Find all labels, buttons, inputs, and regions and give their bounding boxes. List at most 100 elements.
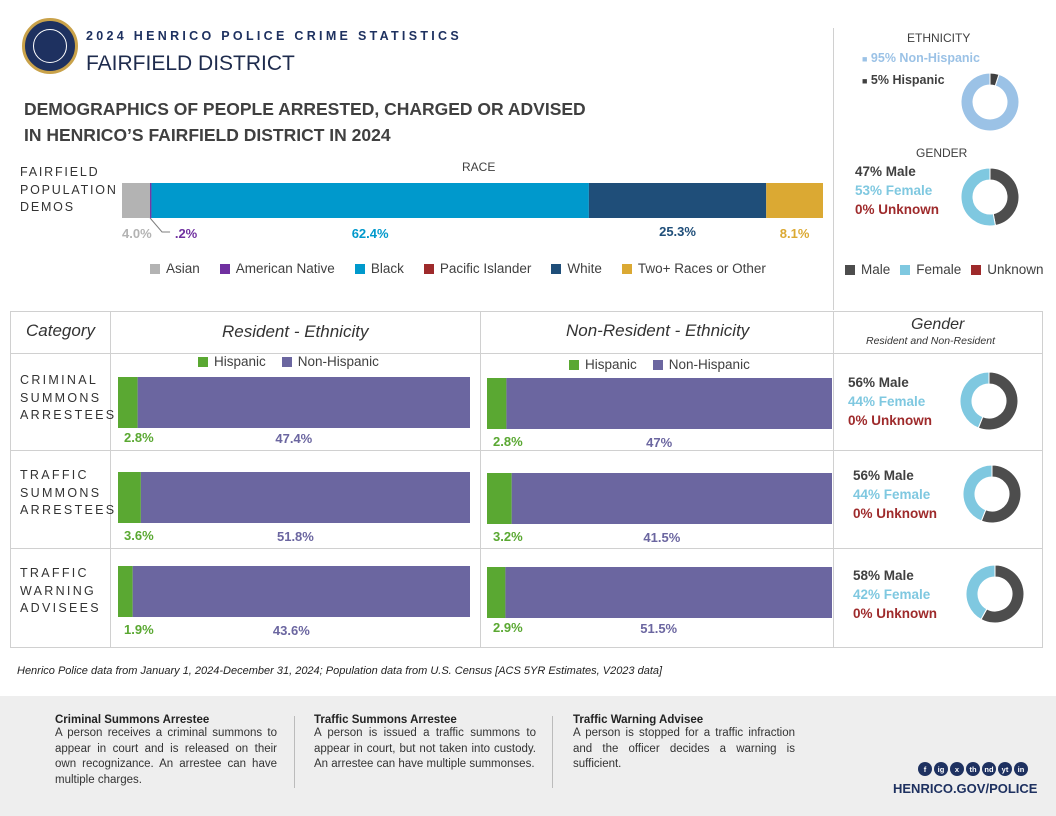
ethnicity-non-hispanic-value: 95% Non-Hispanic bbox=[870, 51, 980, 65]
legend-non-hispanic: Non-Hispanic bbox=[281, 354, 379, 369]
legend-unknown-label: Unknown bbox=[987, 262, 1044, 277]
x-icon[interactable]: x bbox=[950, 762, 964, 776]
race-legend-item: Pacific Islander bbox=[423, 261, 532, 276]
table-row-divider bbox=[10, 548, 1043, 549]
badge-icon bbox=[33, 29, 67, 63]
legend-male-label: Male bbox=[861, 262, 891, 277]
donut-slice-female bbox=[965, 564, 996, 621]
row-gender-male: 58% Male bbox=[853, 568, 914, 583]
population-label-line: FAIRFIELD bbox=[20, 165, 100, 179]
definition-criminal: Criminal Summons Arrestee A person recei… bbox=[55, 714, 277, 788]
facebook-icon[interactable]: f bbox=[918, 762, 932, 776]
hispanic-swatch bbox=[569, 359, 579, 370]
table-divider bbox=[833, 311, 834, 648]
legend-swatch bbox=[423, 263, 434, 274]
ethnicity-title: ETHNICITY bbox=[907, 31, 971, 45]
non-hispanic-bar bbox=[137, 377, 470, 428]
legend-hispanic-label: Hispanic bbox=[214, 354, 266, 369]
legend-unknown: Unknown bbox=[971, 262, 1044, 277]
legend-swatch bbox=[219, 263, 230, 274]
legend-label: Pacific Islander bbox=[439, 261, 532, 276]
ethnicity-donut bbox=[960, 72, 1020, 132]
headline-line-2: IN HENRICO’S FAIRFIELD DISTRICT IN 2024 bbox=[24, 125, 391, 145]
legend-hispanic-label: Hispanic bbox=[585, 357, 637, 372]
non-hispanic-bar bbox=[511, 473, 832, 524]
race-data-label: 25.3% bbox=[659, 224, 696, 239]
resident-legend: Hispanic Non-Hispanic bbox=[198, 354, 379, 369]
youtube-icon[interactable]: yt bbox=[998, 762, 1012, 776]
race-chart-title: RACE bbox=[462, 160, 496, 174]
legend-swatch bbox=[150, 263, 160, 274]
legend-non-hispanic: Non-Hispanic bbox=[652, 357, 750, 372]
non-hispanic-bar bbox=[132, 566, 470, 617]
legend-label: Black bbox=[370, 261, 404, 276]
row-label-line: SUMMONS bbox=[20, 390, 102, 405]
unknown-swatch bbox=[971, 264, 982, 275]
legend-non-hispanic-label: Non-Hispanic bbox=[668, 357, 750, 372]
donut-slice-male bbox=[977, 371, 1019, 431]
hispanic-data-label: 2.8% bbox=[493, 434, 523, 449]
row-gender-female: 42% Female bbox=[853, 587, 931, 602]
race-leader-line bbox=[149, 217, 171, 233]
ethnicity-non-hispanic: ■ 95% Non-Hispanic bbox=[862, 51, 980, 65]
henrico-police-logo bbox=[22, 18, 78, 74]
row-gender-male: 56% Male bbox=[853, 468, 914, 483]
district-title: FAIRFIELD DISTRICT bbox=[86, 52, 295, 75]
linkedin-icon[interactable]: in bbox=[1014, 762, 1028, 776]
legend-swatch bbox=[354, 263, 365, 274]
legend-label: Two+ Races or Other bbox=[637, 261, 766, 276]
race-legend-item: Two+ Races or Other bbox=[621, 261, 766, 276]
race-bar-american-native bbox=[150, 183, 152, 218]
header-gender: Gender bbox=[911, 316, 965, 333]
race-bar-white bbox=[588, 183, 767, 218]
bullet-icon: ■ bbox=[862, 54, 868, 64]
donut-slice-female bbox=[959, 371, 990, 429]
non-hispanic-swatch bbox=[652, 359, 663, 370]
row-label-line: WARNING bbox=[20, 583, 97, 598]
definition-title: Traffic Warning Advisee bbox=[573, 714, 704, 726]
sidebar-gender-male: 47% Male bbox=[855, 164, 916, 179]
nextdoor-icon[interactable]: nd bbox=[982, 762, 996, 776]
row-gender-unknown: 0% Unknown bbox=[853, 606, 938, 621]
nonresident-legend: Hispanic Non-Hispanic bbox=[569, 357, 750, 372]
website-link[interactable]: HENRICO.GOV/POLICE bbox=[893, 781, 1038, 796]
source-note: Henrico Police data from January 1, 2024… bbox=[17, 665, 663, 677]
ethnicity-hispanic: ■ 5% Hispanic bbox=[862, 73, 945, 87]
donut-slice-male bbox=[980, 464, 1022, 524]
row-label-line: TRAFFIC bbox=[20, 566, 89, 580]
row-gender-female: 44% Female bbox=[848, 394, 926, 409]
female-swatch bbox=[900, 264, 911, 275]
donut-slice-female bbox=[962, 464, 993, 522]
instagram-icon[interactable]: ig bbox=[934, 762, 948, 776]
legend-female-label: Female bbox=[916, 262, 962, 277]
traffic-warning-gender-donut bbox=[965, 564, 1025, 624]
race-legend-item: White bbox=[551, 261, 602, 276]
definition-text: A person receives a criminal summons to … bbox=[55, 727, 277, 786]
nonresident-ethnicity-chart: 2.8% 47% 3.2% 41.5% 2.9% 51.5% bbox=[487, 378, 832, 636]
race-bar-asian bbox=[122, 183, 151, 218]
threads-icon[interactable]: th bbox=[966, 762, 980, 776]
hispanic-bar bbox=[118, 566, 133, 617]
non-hispanic-data-label: 47.4% bbox=[275, 431, 312, 446]
table-row-divider bbox=[10, 353, 1043, 354]
donut-slice-female bbox=[960, 167, 997, 227]
sidebar-gender-donut bbox=[960, 167, 1020, 227]
legend-female: Female bbox=[900, 262, 961, 277]
hispanic-data-label: 3.2% bbox=[493, 529, 523, 544]
hispanic-bar bbox=[487, 473, 512, 524]
social-links: f ig x th nd yt in bbox=[918, 762, 1028, 776]
row-label-line: ARRESTEES bbox=[20, 408, 117, 422]
headline-line-1: DEMOGRAPHICS OF PEOPLE ARRESTED, CHARGED… bbox=[24, 99, 586, 119]
male-swatch bbox=[845, 264, 855, 275]
row-gender-female: 44% Female bbox=[853, 487, 931, 502]
race-data-label: 4.0% bbox=[122, 226, 152, 241]
hispanic-bar bbox=[118, 472, 141, 523]
hispanic-bar bbox=[118, 377, 138, 428]
footer-divider bbox=[294, 716, 295, 788]
non-hispanic-data-label: 41.5% bbox=[643, 530, 680, 545]
donut-slice-non-hispanic bbox=[960, 72, 1020, 132]
table-divider bbox=[480, 311, 481, 648]
non-hispanic-bar bbox=[140, 472, 470, 523]
page-headline: DEMOGRAPHICS OF PEOPLE ARRESTED, CHARGED… bbox=[24, 96, 586, 148]
gender-legend: Male Female Unknown bbox=[845, 262, 1044, 277]
